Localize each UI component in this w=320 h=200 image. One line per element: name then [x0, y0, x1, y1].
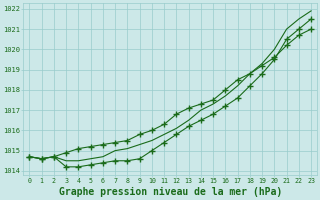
X-axis label: Graphe pression niveau de la mer (hPa): Graphe pression niveau de la mer (hPa): [59, 187, 282, 197]
